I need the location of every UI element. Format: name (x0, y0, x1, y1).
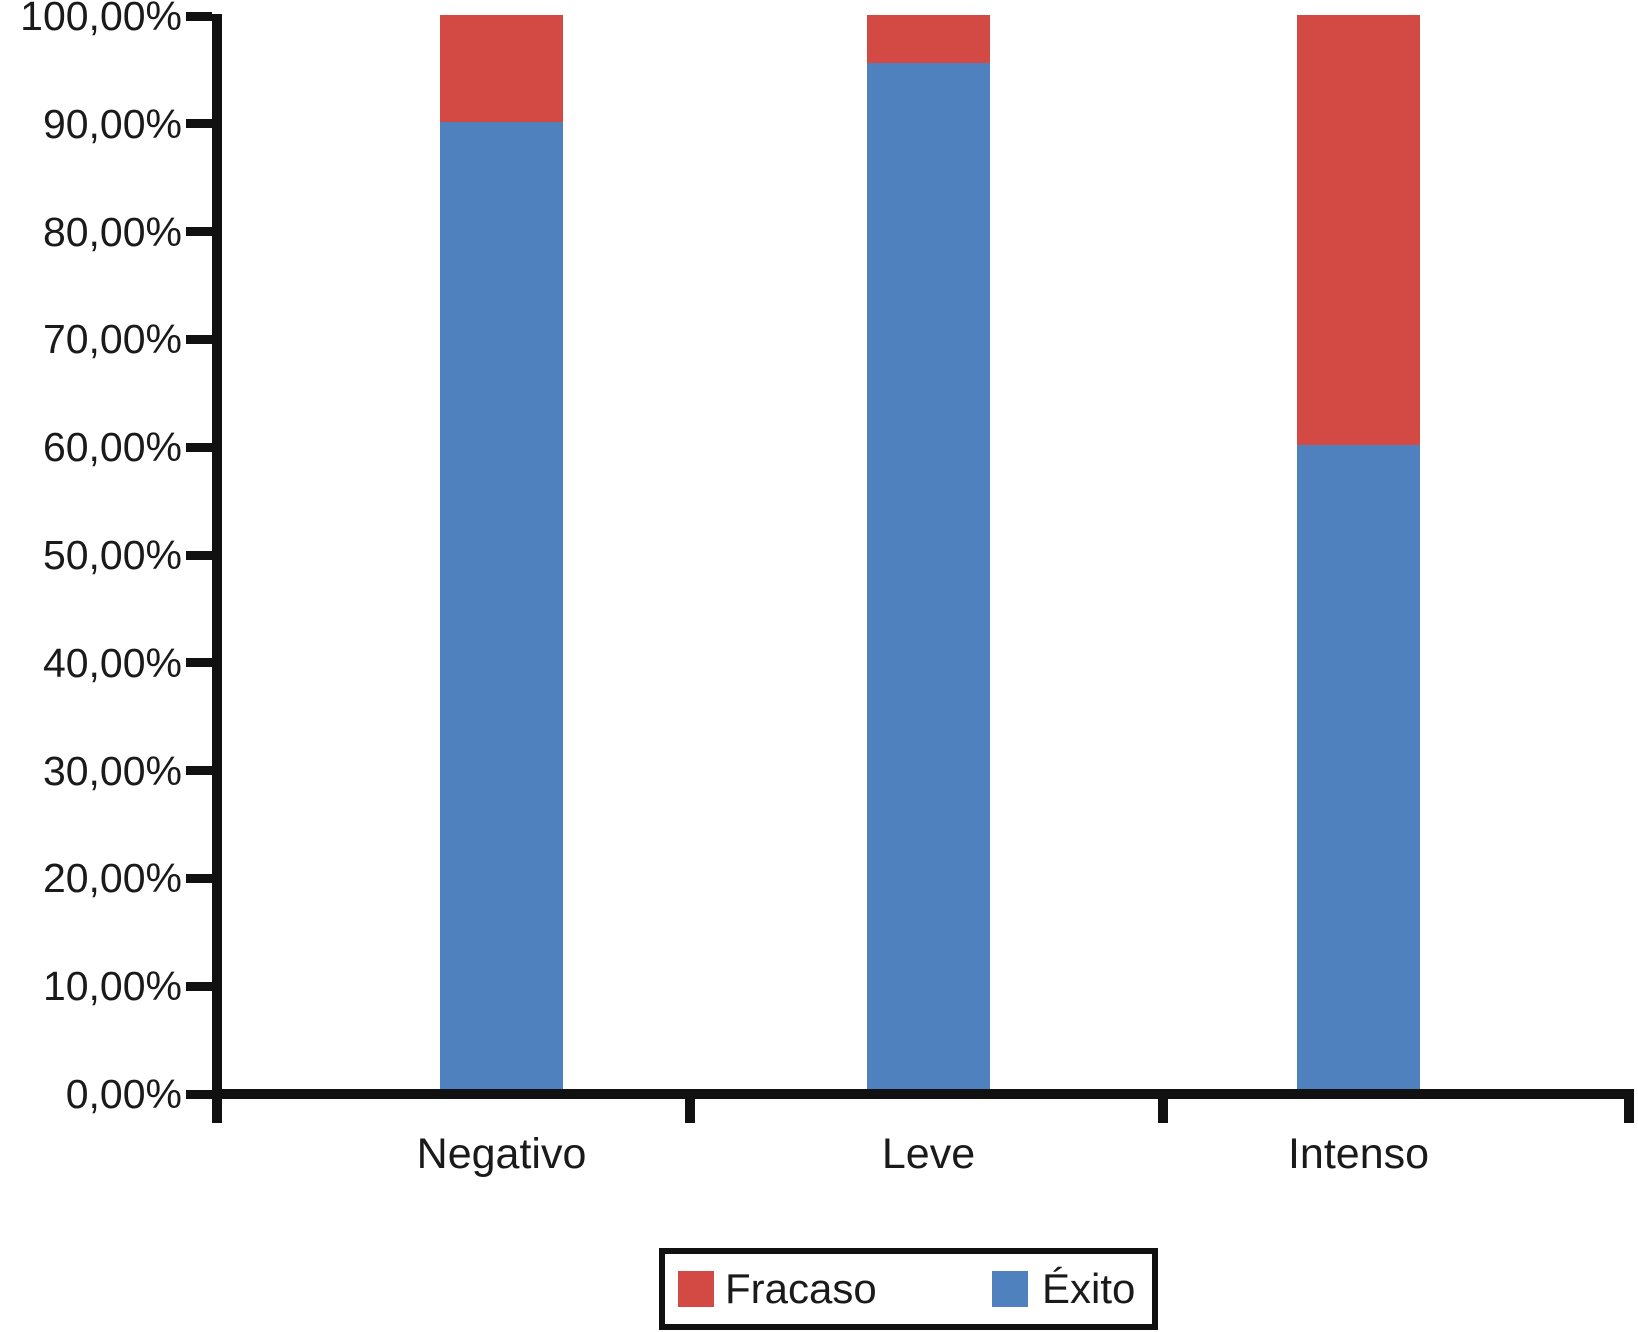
x-axis-category-label: Negativo (416, 1130, 587, 1178)
y-axis-tick (186, 981, 212, 991)
y-axis-tick (186, 334, 212, 344)
y-axis-tick (186, 766, 212, 776)
y-axis-tick-label: 10,00% (42, 963, 182, 1010)
y-axis-tick-label: 70,00% (42, 316, 182, 363)
y-axis-line (212, 14, 222, 1123)
x-axis-line (212, 1089, 1632, 1099)
y-axis-tick (186, 1089, 212, 1099)
bar-segment-éxito-leve (867, 63, 990, 1089)
y-axis-tick-label: 0,00% (65, 1071, 182, 1117)
y-axis-tick-label: 20,00% (42, 855, 182, 902)
legend-label-exito: Éxito (1042, 1265, 1136, 1312)
y-axis-tick (186, 658, 212, 668)
legend-swatch-exito (992, 1271, 1028, 1307)
bar-segment-fracaso-intenso (1297, 15, 1420, 445)
y-axis-tick-label: 30,00% (42, 747, 182, 794)
legend-box: Fracaso Éxito (659, 1248, 1158, 1330)
bar-segment-éxito-negativo (440, 122, 563, 1089)
x-axis-tick (1624, 1089, 1634, 1123)
y-axis-tick-label: 60,00% (42, 424, 182, 471)
y-axis-tick (186, 550, 212, 560)
y-axis-tick (186, 119, 212, 129)
x-axis-category-label: Intenso (1287, 1130, 1430, 1178)
y-axis-tick-label: 100,00% (20, 0, 182, 39)
y-axis-tick-label: 40,00% (42, 639, 182, 686)
bar-segment-éxito-intenso (1297, 444, 1420, 1089)
bar-segment-fracaso-leve (867, 15, 990, 64)
y-axis-tick (186, 442, 212, 452)
y-axis-tick (186, 11, 212, 21)
legend-swatch-fracaso (678, 1271, 714, 1307)
y-axis-tick (186, 873, 212, 883)
y-axis-tick-label: 90,00% (42, 100, 182, 147)
y-axis-tick (186, 227, 212, 237)
bar-segment-fracaso-negativo (440, 15, 563, 123)
x-axis-tick (1158, 1089, 1168, 1123)
y-axis-tick-label: 80,00% (42, 208, 182, 255)
x-axis-tick (685, 1089, 695, 1123)
x-axis-category-label: Leve (881, 1130, 976, 1178)
y-axis-tick-label: 50,00% (42, 532, 182, 578)
legend-label-fracaso: Fracaso (725, 1265, 877, 1312)
